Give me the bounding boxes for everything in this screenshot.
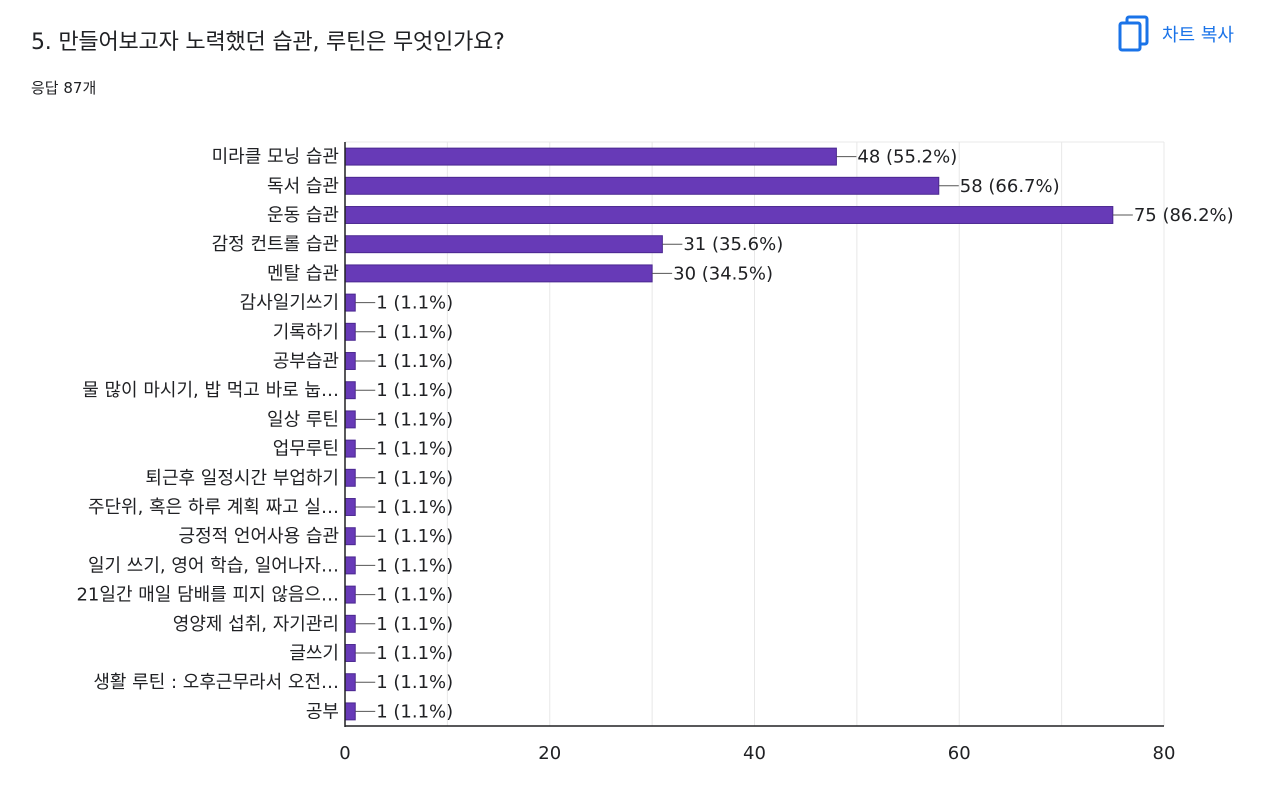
data-label: 1 (1.1%) — [376, 322, 453, 343]
data-label: 1 (1.1%) — [376, 526, 453, 547]
data-label: 58 (66.7%) — [960, 176, 1060, 197]
category-label: 업무루틴 — [273, 439, 339, 460]
category-label: 퇴근후 일정시간 부업하기 — [145, 468, 339, 489]
bar — [344, 293, 356, 312]
category-label: 공부 — [306, 701, 339, 722]
bar — [344, 644, 356, 662]
data-label: 1 (1.1%) — [376, 555, 453, 576]
category-label: 21일간 매일 담배를 피지 않음으… — [76, 585, 339, 606]
bar — [344, 614, 356, 633]
data-labels: 48 (55.2%)58 (66.7%) 75 (86.2%) 31 (35.6%)… — [355, 147, 1234, 722]
bar — [344, 527, 356, 546]
category-label: 멘탈 습관 — [267, 263, 339, 284]
data-label: 1 (1.1%) — [376, 585, 453, 606]
data-label: 1 (1.1%) — [376, 643, 453, 664]
data-label: 75 (86.2%) — [1134, 205, 1234, 226]
category-label: 물 많이 마시기, 밥 먹고 바로 눕… — [82, 380, 339, 401]
category-label: 독서 습관 — [267, 176, 339, 197]
category-label: 글쓰기 — [289, 643, 339, 664]
data-label: 1 (1.1%) — [376, 497, 453, 518]
category-label: 주단위, 혹은 하루 계획 짜고 실… — [88, 497, 339, 518]
bar — [344, 468, 356, 487]
data-label: 31 (35.6%) — [683, 234, 783, 255]
bar — [344, 147, 837, 166]
category-label: 생활 루틴 : 오후근무라서 오전… — [93, 672, 339, 693]
x-tick-label: 20 — [538, 743, 561, 764]
copy-chart-button[interactable]: 차트 복사 — [1114, 14, 1238, 54]
grid-lines — [345, 141, 1165, 726]
x-tick-label: 60 — [948, 743, 971, 764]
data-label: 30 (34.5%) — [673, 263, 773, 284]
bar — [344, 235, 663, 254]
category-label: 영양제 섭취, 자기관리 — [173, 614, 339, 635]
x-tick-label: 40 — [743, 743, 766, 764]
data-label: 1 (1.1%) — [376, 614, 453, 635]
data-label: 48 (55.2%) — [857, 147, 957, 168]
data-label: 1 (1.1%) — [376, 672, 453, 693]
data-label: 1 (1.1%) — [376, 468, 453, 489]
category-label: 긍정적 언어사용 습관 — [179, 526, 339, 547]
category-label: 일상 루틴 — [267, 409, 339, 430]
bar — [344, 264, 653, 283]
category-label: 일기 쓰기, 영어 학습, 일어나자… — [88, 555, 339, 576]
bar — [344, 498, 356, 516]
response-count: 응답 87개 — [31, 79, 97, 97]
copy-chart-label: 차트 복사 — [1162, 25, 1234, 46]
data-label: 1 (1.1%) — [376, 380, 453, 401]
bar — [344, 381, 356, 400]
axes: 0 20 40 60 80 — [339, 142, 1175, 764]
category-label: 운동 습관 — [267, 205, 339, 226]
copy-icon — [1118, 15, 1150, 53]
bar — [344, 439, 356, 458]
category-label: 공부습관 — [273, 351, 339, 372]
x-tick-label: 80 — [1153, 743, 1176, 764]
category-label: 기록하기 — [273, 322, 339, 343]
bar — [344, 322, 356, 341]
bar — [344, 673, 356, 692]
bar — [344, 585, 356, 604]
category-label: 미라클 모닝 습관 — [212, 147, 339, 168]
data-label: 1 (1.1%) — [376, 351, 453, 372]
category-label: 감정 컨트롤 습관 — [212, 234, 339, 255]
bar — [344, 176, 940, 195]
bar — [344, 702, 356, 721]
bar — [344, 556, 356, 575]
data-label: 1 (1.1%) — [376, 439, 453, 460]
category-label: 감사일기쓰기 — [240, 293, 339, 314]
x-tick-label: 0 — [339, 743, 350, 764]
data-label: 1 (1.1%) — [376, 409, 453, 430]
bar — [344, 352, 356, 370]
question-title: 5. 만들어보고자 노력했던 습관, 루틴은 무엇인가요? — [31, 30, 505, 55]
data-label: 1 (1.1%) — [376, 701, 453, 722]
bar — [344, 206, 1114, 224]
data-label: 1 (1.1%) — [376, 293, 453, 314]
bar — [344, 410, 356, 429]
